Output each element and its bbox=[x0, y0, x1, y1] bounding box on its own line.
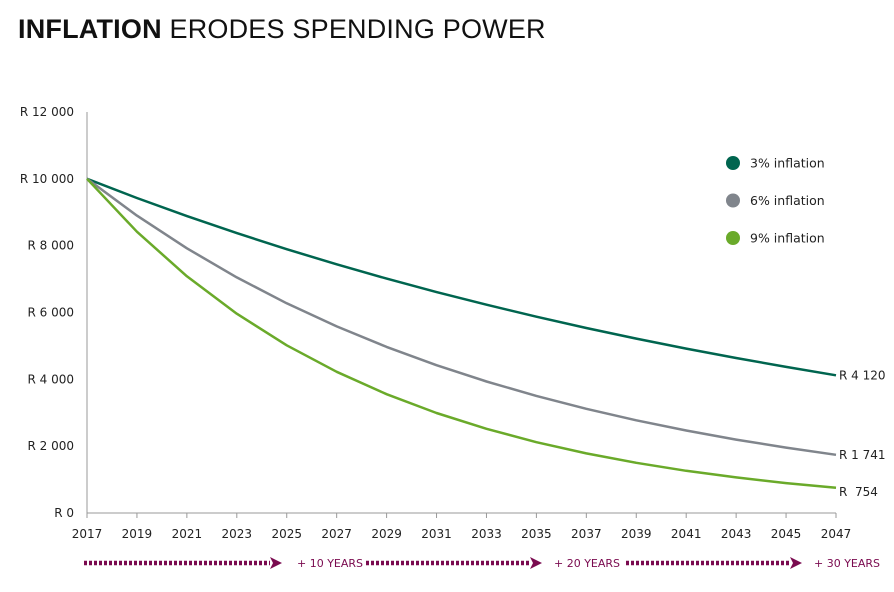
y-tick-label: R 4 000 bbox=[27, 372, 74, 386]
x-tick-label: 2023 bbox=[222, 527, 253, 541]
end-value-label: R 1 741 bbox=[839, 448, 886, 462]
legend-label-2: 6% inflation bbox=[750, 193, 825, 208]
x-tick-label: 2027 bbox=[321, 527, 352, 541]
title-rest: ERODES SPENDING POWER bbox=[169, 14, 546, 44]
series-line-1 bbox=[86, 177, 837, 377]
x-tick-label: 2025 bbox=[271, 527, 302, 541]
series-line-3 bbox=[86, 177, 837, 490]
x-tick-label: 2029 bbox=[371, 527, 402, 541]
x-tick-label: 2043 bbox=[721, 527, 752, 541]
arrow-head-icon bbox=[530, 557, 542, 569]
y-tick-label: R 12 000 bbox=[20, 105, 74, 119]
x-tick-label: 2017 bbox=[72, 527, 103, 541]
arrow-head-icon bbox=[270, 557, 282, 569]
page-title: INFLATION ERODES SPENDING POWER bbox=[18, 14, 546, 45]
y-tick-label: R 8 000 bbox=[27, 239, 74, 253]
annotation-label: + 30 YEARS bbox=[814, 557, 880, 570]
x-tick-label: 2035 bbox=[521, 527, 552, 541]
legend-label-1: 3% inflation bbox=[750, 156, 825, 171]
x-tick-label: 2031 bbox=[421, 527, 452, 541]
y-tick-label: R 0 bbox=[54, 506, 74, 520]
arrow-head-icon bbox=[790, 557, 802, 569]
y-tick-label: R 10 000 bbox=[20, 172, 74, 186]
series-line-2 bbox=[86, 177, 837, 457]
legend-marker-2 bbox=[726, 193, 740, 208]
x-tick-label: 2041 bbox=[671, 527, 702, 541]
annotation-label: + 20 YEARS bbox=[554, 557, 620, 570]
legend-label-3: 9% inflation bbox=[750, 231, 825, 246]
x-tick-label: 2045 bbox=[771, 527, 802, 541]
y-tick-label: R 6 000 bbox=[27, 306, 74, 320]
x-tick-label: 2021 bbox=[172, 527, 203, 541]
x-tick-label: 2019 bbox=[122, 527, 153, 541]
x-tick-label: 2039 bbox=[621, 527, 652, 541]
end-value-label: R 754 bbox=[839, 485, 878, 499]
legend-marker-1 bbox=[726, 156, 740, 170]
y-tick-label: R 2 000 bbox=[27, 439, 74, 453]
legend-marker-3 bbox=[726, 231, 740, 245]
x-tick-label: 2047 bbox=[821, 527, 852, 541]
x-tick-label: 2033 bbox=[471, 527, 502, 541]
title-bold: INFLATION bbox=[18, 14, 162, 44]
x-tick-label: 2037 bbox=[571, 527, 602, 541]
end-value-label: R 4 120 bbox=[839, 368, 886, 382]
annotation-label: + 10 YEARS bbox=[297, 557, 363, 570]
